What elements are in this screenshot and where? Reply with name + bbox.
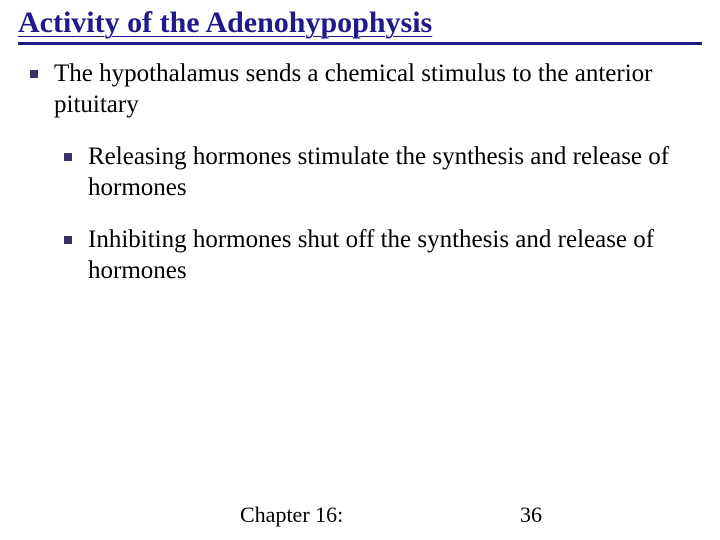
bullet-text: The hypothalamus sends a chemical stimul… <box>54 59 690 120</box>
square-bullet-icon <box>64 236 72 244</box>
bullet-text: Inhibiting hormones shut off the synthes… <box>88 225 690 286</box>
bullet-level1: The hypothalamus sends a chemical stimul… <box>30 59 690 120</box>
footer-chapter-label: Chapter 16: <box>240 502 343 528</box>
square-bullet-icon <box>30 70 38 78</box>
slide-title: Activity of the Adenohypophysis <box>18 6 432 39</box>
bullet-level2: Inhibiting hormones shut off the synthes… <box>64 225 690 286</box>
square-bullet-icon <box>64 153 72 161</box>
bullet-level2: Releasing hormones stimulate the synthes… <box>64 142 690 203</box>
slide-body: The hypothalamus sends a chemical stimul… <box>0 45 720 286</box>
bullet-text: Releasing hormones stimulate the synthes… <box>88 142 690 203</box>
footer-page-number: 36 <box>520 502 542 528</box>
